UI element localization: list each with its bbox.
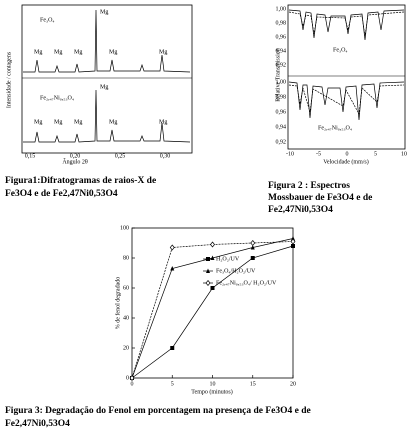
y-tick-label: 1,00 bbox=[276, 6, 287, 12]
marker bbox=[210, 255, 215, 260]
y-tick-label: 0,96 bbox=[276, 109, 287, 115]
peak-label: Mg bbox=[54, 119, 62, 125]
marker bbox=[129, 374, 135, 382]
peak-label: Mg bbox=[74, 49, 82, 55]
y-tick-label: 100 bbox=[120, 225, 129, 231]
x-tick-label: 5 bbox=[171, 381, 174, 387]
fig2-spectrum-top-fit bbox=[288, 11, 405, 37]
peak-label: Mg bbox=[100, 84, 108, 90]
marker bbox=[291, 236, 295, 241]
peak-label: Mg bbox=[109, 49, 117, 55]
fig1-ticks: Mg Mg Mg Mg Mg Mg Mg Mg Mg Mg Mg Mg 0,15 0,20 0,25 0,30 bbox=[25, 9, 171, 159]
marker bbox=[290, 238, 296, 245]
peak-label: Mg bbox=[100, 9, 108, 15]
x-tick-label: 0 bbox=[131, 381, 134, 387]
marker bbox=[210, 286, 215, 290]
fig2-frame bbox=[287, 4, 406, 150]
marker bbox=[210, 241, 215, 248]
fig2-caption: Fe2,47Ni0,53O4 bbox=[268, 205, 333, 215]
peak-label: Mg bbox=[34, 119, 42, 125]
marker bbox=[170, 346, 175, 350]
marker bbox=[250, 256, 255, 260]
x-tick-label: 0,30 bbox=[160, 153, 171, 159]
fig1-y-label: Intensidade / contagens bbox=[6, 51, 12, 108]
fig1-frame bbox=[21, 4, 193, 154]
x-tick-label: 0,25 bbox=[115, 153, 126, 159]
y-tick-label: 0,94 bbox=[276, 48, 287, 54]
x-tick-label: 10 bbox=[401, 151, 407, 157]
x-tick-label: 10 bbox=[210, 381, 216, 387]
y-tick-label: 1,00 bbox=[276, 79, 287, 85]
fig3-caption: Fe2,47Ni0,53O4 bbox=[5, 419, 70, 429]
fig1-caption: Figura1:Difratogramas de raios-X de bbox=[5, 176, 156, 186]
fig1-sample: Fe₃O₄ bbox=[40, 17, 55, 23]
y-tick-label: 20 bbox=[123, 345, 129, 351]
fig2-caption: Figura 2 : Espectros bbox=[268, 181, 350, 191]
series-line bbox=[131, 241, 294, 379]
legend-label: Fe₂,₄₇Ni₀,₅₃O₄/ H₂O₂/UV bbox=[216, 280, 277, 286]
peak-label: Mg bbox=[74, 119, 82, 125]
fig1-sample: Fe₂,₄₇Ni₀,₅₃O₄ bbox=[40, 95, 74, 101]
fig2-x-label: Velocidade (mm/s) bbox=[323, 158, 369, 165]
fig2-sample: Fe₃O₄ bbox=[333, 47, 348, 53]
legend-marker bbox=[206, 268, 210, 273]
chart: 0 20 40 60 80 100 0 5 10 15 20 H₂O₂/UV Fe₃O₄/H₂O₂/UV… bbox=[120, 225, 296, 387]
fig2-spectrum-top bbox=[288, 9, 405, 41]
y-tick-label: 0,98 bbox=[276, 94, 287, 100]
marker bbox=[250, 239, 256, 247]
marker bbox=[250, 245, 255, 250]
y-tick-label: 60 bbox=[123, 285, 129, 291]
peak-label: Mg bbox=[159, 119, 167, 125]
y-tick-label: 80 bbox=[123, 255, 129, 261]
y-tick-label: 0,92 bbox=[276, 62, 287, 68]
fig1-caption: Fe3O4 e de Fe2,47Ni0,53O4 bbox=[5, 189, 118, 199]
fig2-caption: Mossbauer de Fe3O4 e de bbox=[268, 193, 372, 203]
marker bbox=[169, 244, 175, 251]
legend-label: H₂O₂/UV bbox=[216, 256, 240, 262]
y-tick-label: 0,94 bbox=[276, 124, 287, 130]
fig1-spectrum-top bbox=[23, 9, 191, 73]
fig2-sample: Fe₂,₄₇Ni₀,₅₃O₄ bbox=[318, 125, 352, 131]
fig1-spectrum-bottom bbox=[23, 89, 191, 143]
fig2-ticks: 1,00 0,98 0,96 0,94 0,92 1,00 0,98 0,96 0,94 0,92… bbox=[276, 6, 408, 157]
marker bbox=[291, 244, 295, 248]
fig2-y-label: Relative Transmission bbox=[275, 48, 281, 102]
fig2-spectrum-bottom-fit bbox=[288, 84, 405, 116]
peak-label: Mg bbox=[34, 49, 42, 55]
peak-label: Mg bbox=[159, 49, 167, 55]
y-tick-label: 0,98 bbox=[276, 20, 287, 26]
fig3-caption: Figura 3: Degradação do Fenol em porcent… bbox=[5, 406, 311, 416]
x-tick-label: 0,15 bbox=[25, 153, 36, 159]
x-tick-label: 5 bbox=[374, 151, 377, 157]
legend-marker bbox=[205, 279, 211, 287]
marker bbox=[170, 266, 175, 271]
peak-label: Mg bbox=[109, 119, 117, 125]
chart-frame bbox=[131, 227, 294, 379]
x-tick-label: 0 bbox=[346, 151, 349, 157]
x-axis-label: Tempo (minutos) bbox=[191, 388, 232, 395]
peak-label: Mg bbox=[54, 49, 62, 55]
legend-label: Fe₃O₄/H₂O₂/UV bbox=[216, 268, 256, 274]
x-tick-label: 15 bbox=[250, 381, 256, 387]
y-tick-label: 0 bbox=[126, 375, 129, 381]
x-tick-label: 0,20 bbox=[70, 153, 81, 159]
x-tick-label: 20 bbox=[290, 381, 296, 387]
fig1-x-label: Ângulo 2θ bbox=[62, 157, 88, 165]
x-tick-label: -10 bbox=[286, 151, 294, 157]
x-tick-label: -5 bbox=[316, 151, 321, 157]
fig2-spectrum-bottom bbox=[288, 81, 405, 121]
y-tick-label: 0,96 bbox=[276, 34, 287, 40]
y-axis-label: % de fenol degradado bbox=[114, 277, 121, 329]
y-tick-label: 40 bbox=[123, 315, 129, 321]
y-tick-label: 0,92 bbox=[276, 139, 287, 145]
